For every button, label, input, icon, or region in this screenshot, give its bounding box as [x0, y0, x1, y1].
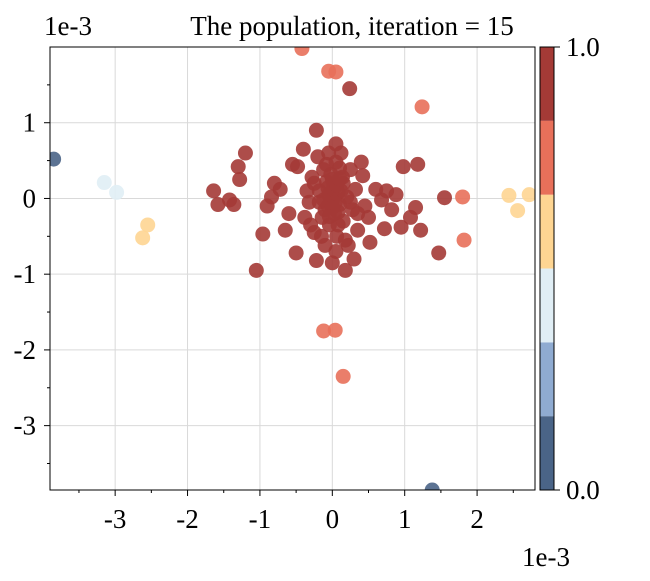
data-point	[335, 368, 351, 384]
data-point	[332, 171, 348, 187]
colorbar-segment	[540, 342, 554, 417]
data-point	[277, 222, 293, 238]
data-point	[408, 200, 424, 216]
x-tick-label: -1	[249, 504, 272, 534]
data-point	[316, 323, 332, 339]
data-point	[342, 194, 358, 210]
y-offset-label: 1e-3	[44, 11, 92, 41]
colorbar-segment	[540, 47, 554, 121]
data-point	[294, 47, 310, 57]
x-offset-label: 1e-3	[522, 542, 570, 572]
data-point	[342, 81, 358, 97]
y-tick-label: -1	[14, 259, 37, 289]
colorbar-max-label: 1.0	[566, 32, 600, 62]
grid-lines	[50, 47, 535, 490]
data-point	[295, 141, 311, 157]
data-point	[350, 222, 366, 238]
data-point	[306, 175, 322, 191]
data-point	[350, 206, 366, 222]
data-point	[384, 202, 400, 218]
plot-frame	[49, 46, 536, 491]
x-tick-label: -2	[176, 504, 199, 534]
data-point	[248, 262, 264, 278]
data-point	[355, 168, 371, 184]
data-point	[353, 154, 369, 170]
data-point	[319, 156, 335, 172]
data-point	[135, 230, 151, 246]
data-point	[413, 222, 429, 238]
y-tick-label: 1	[23, 108, 37, 138]
data-point	[337, 262, 353, 278]
data-point	[226, 197, 242, 213]
data-point	[388, 187, 404, 203]
data-point	[230, 159, 246, 175]
data-point	[362, 234, 378, 250]
y-tick-label: 0	[23, 183, 37, 213]
data-point	[232, 172, 248, 188]
data-point	[237, 145, 253, 161]
data-point	[255, 226, 271, 242]
data-point	[328, 64, 344, 80]
data-point	[410, 156, 426, 172]
data-point	[424, 482, 440, 490]
data-point	[210, 197, 226, 213]
data-point	[288, 245, 304, 261]
data-point	[347, 181, 363, 197]
data-point	[437, 190, 453, 206]
data-point	[313, 228, 329, 244]
data-point	[324, 255, 340, 271]
data-point	[337, 232, 353, 248]
data-point	[321, 145, 337, 161]
axes: -3 -2 -1 0 1 2 1 0 -1 -2 -3	[14, 84, 514, 534]
data-point	[346, 251, 362, 267]
data-point	[431, 245, 447, 261]
data-point	[50, 151, 62, 167]
data-point	[456, 232, 472, 248]
chart-title: The population, iteration = 15	[190, 11, 513, 41]
data-point	[96, 175, 112, 191]
colorbar-frame	[539, 46, 555, 491]
data-point	[501, 187, 517, 203]
x-tick-label: 2	[470, 504, 484, 534]
y-tick-label: -2	[14, 335, 37, 365]
data-point	[376, 221, 392, 237]
x-tick-label: 1	[398, 504, 412, 534]
colorbar-segment	[540, 416, 554, 490]
data-point	[272, 181, 288, 197]
data-point	[393, 219, 409, 235]
data-point	[414, 99, 430, 115]
colorbar-segment	[540, 120, 554, 195]
data-point	[330, 204, 346, 220]
data-point	[455, 189, 471, 205]
colorbar-segment	[540, 194, 554, 269]
data-point	[327, 322, 343, 338]
data-point	[140, 217, 156, 233]
data-point	[510, 203, 526, 219]
data-points	[50, 47, 535, 490]
data-point	[281, 206, 297, 222]
data-point	[303, 217, 319, 233]
colorbar-min-label: 0.0	[566, 475, 600, 505]
data-point	[206, 183, 222, 199]
x-tick-label: 0	[326, 504, 340, 534]
data-point	[395, 159, 411, 175]
x-tick-label: -3	[104, 504, 127, 534]
data-point	[332, 160, 348, 176]
colorbar: 1.0 0.0	[539, 32, 600, 505]
data-point	[521, 187, 535, 203]
data-point	[290, 159, 306, 175]
data-point	[333, 145, 349, 161]
data-point	[308, 253, 324, 269]
colorbar-segment	[540, 268, 554, 343]
y-tick-label: -3	[14, 411, 37, 441]
data-point	[328, 243, 344, 259]
data-point	[308, 122, 324, 138]
data-point	[109, 184, 125, 200]
